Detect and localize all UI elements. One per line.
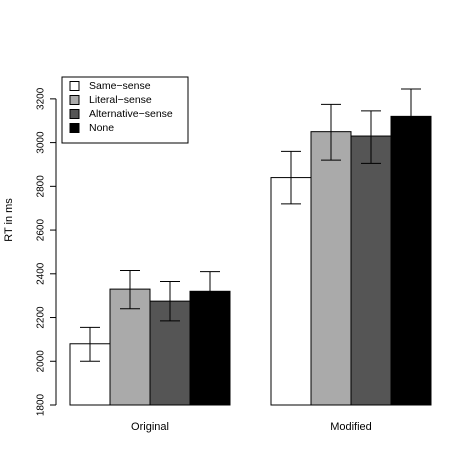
y-tick-label: 2800 [36,175,47,198]
x-tick-label: Modified [330,421,372,433]
y-tick-label: 2400 [36,262,47,285]
legend-swatch [69,81,80,91]
y-tick-label: 3200 [36,87,47,110]
legend-label: Literal−sense [89,94,152,106]
legend-swatch [69,109,80,119]
y-tick-label: 2600 [36,219,47,242]
legend: Same−sense Literal−sense Alternative−sense… [61,76,189,144]
legend-label: None [89,122,114,134]
x-tick-label: Original [131,421,169,433]
y-tick-label: 3000 [36,131,47,154]
bar [310,131,352,406]
y-tick-label: 2000 [36,350,47,373]
bar [350,135,392,406]
y-axis-label: RT in ms [3,198,15,242]
error-bars [80,88,421,362]
legend-swatch [69,123,80,133]
y-tick-label: 2200 [36,306,47,329]
legend-swatch [69,95,80,105]
y-tick-label: 1800 [36,393,47,416]
legend-label: Same−sense [89,80,151,92]
x-axis-labels: Original Modified [131,421,372,433]
legend-box [61,76,189,144]
legend-label: Alternative−sense [89,108,173,120]
y-axis: 1800 2000 2200 2400 2600 2800 3000 3200 [36,87,57,416]
bar [390,115,432,406]
bar [270,177,312,406]
bars [69,115,432,406]
